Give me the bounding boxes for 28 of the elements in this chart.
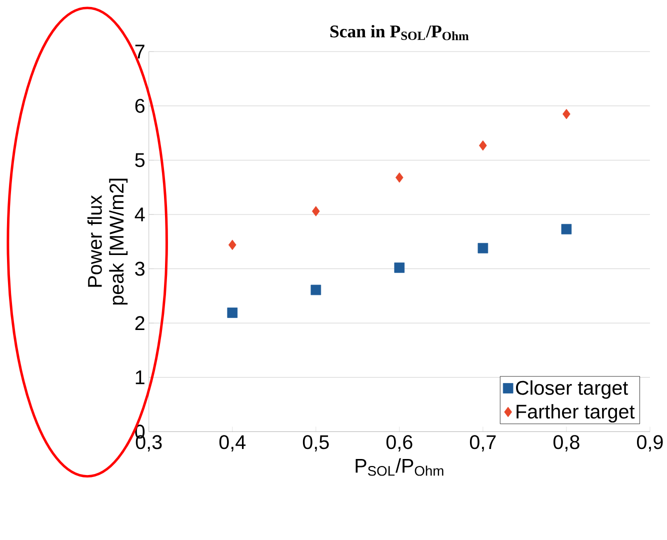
y-tick-label: 6 <box>135 98 144 113</box>
legend-label: Farther target <box>516 404 635 423</box>
x-tick-label: 0,9 <box>636 435 663 452</box>
y-tick-label: 1 <box>136 370 144 384</box>
chart-title: Scan in P$_{SOL}$/P$_{Ohm}$ <box>330 25 469 40</box>
y-tick-label: 7 <box>135 44 144 58</box>
x-tick-label: 0,5 <box>302 435 329 452</box>
point <box>395 172 404 183</box>
point <box>227 308 238 318</box>
y-tick-label: 2 <box>135 316 144 330</box>
y-tick-label: 3 <box>135 262 144 276</box>
point <box>394 262 405 273</box>
point <box>478 243 488 254</box>
x-axis-title: P$_{SOL}$/P$_{Ohm}$ <box>356 458 444 476</box>
point <box>561 224 572 234</box>
x-tick-label: 0,4 <box>219 435 246 452</box>
x-tick-label: 0,6 <box>386 435 412 452</box>
x-tick-label: 0,8 <box>553 435 580 452</box>
point <box>228 240 236 250</box>
legend-label: Closer target <box>516 380 628 399</box>
x-tick-label: 0,7 <box>470 435 496 452</box>
y-axis-title: Power flux peak [MW/m2] <box>87 178 128 305</box>
y-tick-label: 4 <box>134 208 145 222</box>
point <box>312 206 320 216</box>
point <box>310 284 322 296</box>
point <box>562 108 570 120</box>
point <box>479 140 487 151</box>
y-tick-label: 5 <box>135 153 145 168</box>
